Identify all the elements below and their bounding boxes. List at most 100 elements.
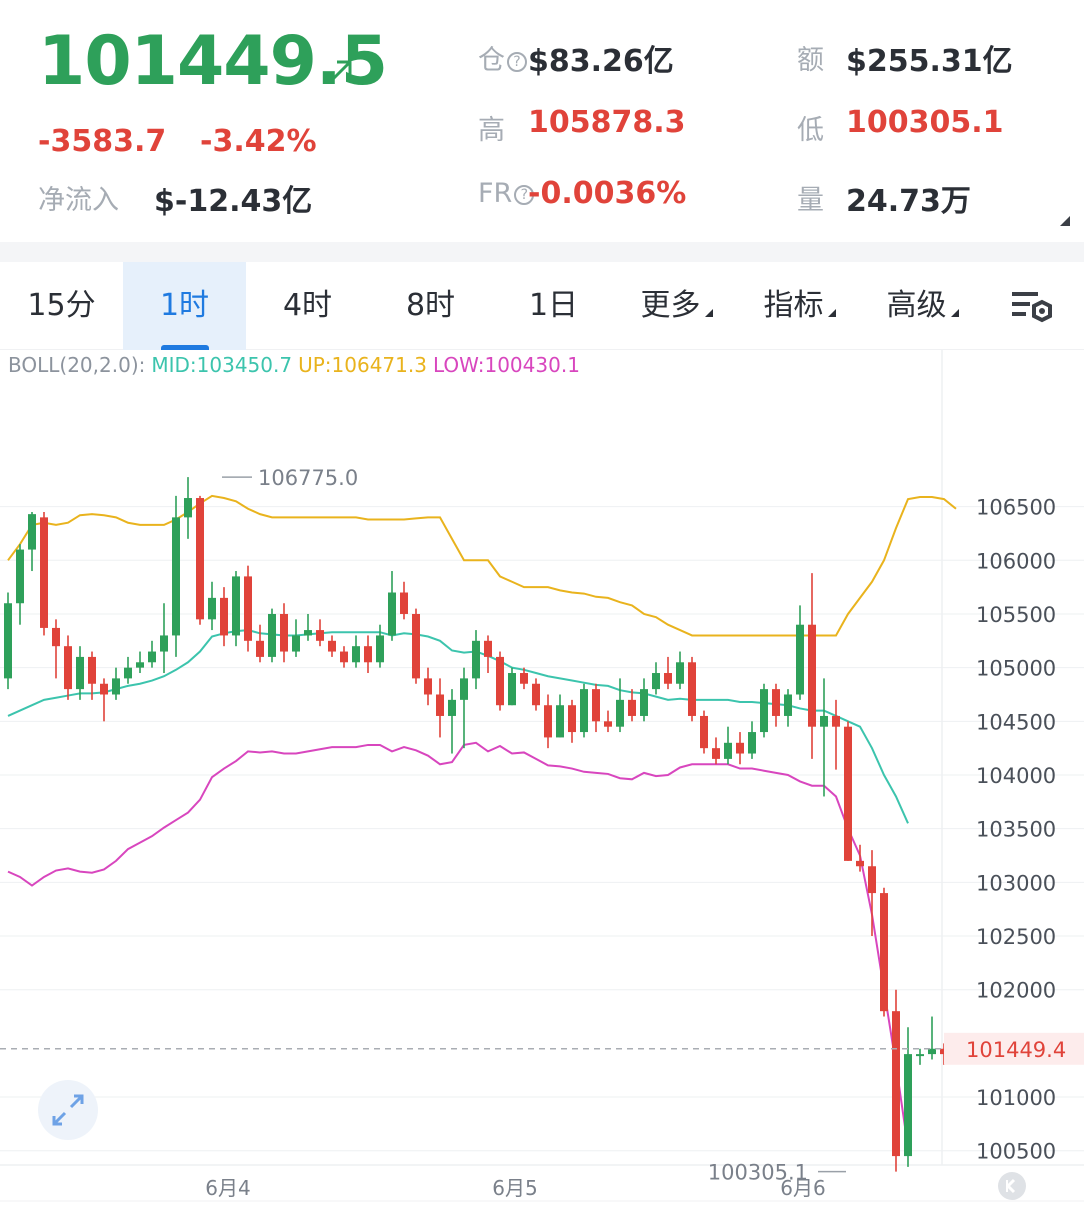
candle-body xyxy=(568,705,576,733)
candle-body xyxy=(292,635,300,652)
tab-label: 更多 xyxy=(640,288,701,323)
y-axis-tick-label: 100500 xyxy=(976,1140,1056,1164)
dropdown-caret-icon xyxy=(827,309,836,317)
kline-chart[interactable]: 106500 106000 105500 105000 104500 104000 1035… xyxy=(0,350,1084,1215)
candle-body xyxy=(880,893,888,1012)
candle-body xyxy=(184,498,192,518)
dropdown-caret-icon xyxy=(704,309,713,317)
tab-15m[interactable]: 15分 xyxy=(0,262,123,350)
candle-body xyxy=(4,603,12,679)
tab-label: 15分 xyxy=(27,288,96,323)
candle-body xyxy=(724,742,732,759)
volume-value: 24.73万 xyxy=(846,184,971,219)
candle-body xyxy=(280,613,288,652)
candle-body xyxy=(508,673,516,706)
funding-rate-label[interactable]: FR? xyxy=(478,178,535,209)
candle-body xyxy=(256,640,264,657)
fullscreen-button[interactable] xyxy=(38,1080,98,1140)
candle-body xyxy=(400,592,408,614)
candle-body xyxy=(676,662,684,684)
net-inflow-value: $-12.43亿 xyxy=(154,184,313,219)
y-axis-tick-label: 105500 xyxy=(976,603,1056,627)
question-icon[interactable]: ? xyxy=(514,185,535,205)
candle-body xyxy=(160,635,168,652)
ticker-header: 101449.5 -3583.7 -3.42% 净流入 $-12.43亿 仓? … xyxy=(0,0,1084,242)
candle-body xyxy=(388,592,396,636)
y-axis-tick-label: 106000 xyxy=(976,549,1056,573)
x-axis-tick-label: 6月5 xyxy=(492,1176,537,1200)
chart-settings-icon[interactable] xyxy=(1010,288,1056,328)
trend-up-arrow-icon xyxy=(330,60,352,82)
candle-body xyxy=(76,656,84,690)
boll-name: BOLL(20,2.0): xyxy=(8,353,146,377)
candle-body xyxy=(592,689,600,722)
y-axis-tick-label: 105000 xyxy=(976,657,1056,681)
tab-indicators[interactable]: 指标 xyxy=(738,262,861,350)
candle-body xyxy=(328,640,336,652)
candle-body xyxy=(376,635,384,663)
candle-body xyxy=(172,517,180,636)
candle-body xyxy=(460,678,468,700)
boll-lower-line xyxy=(7,741,909,1148)
candle-body xyxy=(520,673,528,684)
candle-body xyxy=(136,662,144,668)
y-axis-tick-label: 103500 xyxy=(976,818,1056,842)
candle-body xyxy=(832,715,840,727)
question-icon[interactable]: ? xyxy=(507,52,527,72)
candle-body xyxy=(352,646,360,663)
tab-label: 高级 xyxy=(886,288,947,323)
candle-body xyxy=(196,498,204,620)
candle-body xyxy=(916,1054,924,1057)
dropdown-caret-icon xyxy=(950,309,959,317)
tab-8h[interactable]: 8时 xyxy=(369,262,492,350)
current-price-label: 101449.4 xyxy=(966,1038,1066,1062)
candle-body xyxy=(484,640,492,657)
high-value: 105878.3 xyxy=(528,105,686,140)
active-tab-indicator xyxy=(160,345,209,350)
candle-body xyxy=(496,656,504,706)
candle-body xyxy=(148,651,156,663)
funding-rate-label-text: FR xyxy=(478,178,513,209)
candle-body xyxy=(616,699,624,727)
tab-1h[interactable]: 1时 xyxy=(123,262,246,350)
candle-body xyxy=(424,678,432,695)
rewind-icon xyxy=(1005,1178,1016,1194)
candle-body xyxy=(100,683,108,695)
candle-body xyxy=(928,1048,936,1055)
tab-4h[interactable]: 4时 xyxy=(246,262,369,350)
candle-body xyxy=(640,689,648,716)
scroll-to-latest-button[interactable] xyxy=(998,1172,1026,1200)
boll-legend: BOLL(20,2.0): MID:103450.7 UP:106471.3 LOW:… xyxy=(8,353,586,377)
candle-body xyxy=(88,656,96,684)
candle-body xyxy=(904,1054,912,1157)
candle-body xyxy=(28,514,36,550)
min-price-label: 100305.1 xyxy=(708,1161,808,1185)
candle-body xyxy=(112,678,120,695)
tab-label: 8时 xyxy=(405,288,456,323)
candle-body xyxy=(208,597,216,620)
open-interest-label[interactable]: 仓? xyxy=(478,38,527,77)
candle-body xyxy=(268,613,276,657)
tab-advanced[interactable]: 高级 xyxy=(861,262,984,350)
candle-body xyxy=(340,651,348,663)
tab-more[interactable]: 更多 xyxy=(615,262,738,350)
expand-header-corner-icon[interactable] xyxy=(1060,216,1070,226)
max-price-label: 106775.0 xyxy=(258,466,358,490)
candle-body xyxy=(772,689,780,716)
tab-label: 1时 xyxy=(159,288,210,323)
candle-body xyxy=(556,705,564,738)
candle-body xyxy=(856,860,864,867)
price-change: -3583.7 xyxy=(38,124,167,159)
interval-tabs: 15分 1时 4时 8时 1日 更多 指标 高级 xyxy=(0,262,1084,350)
tab-label: 指标 xyxy=(763,288,824,323)
candle-body xyxy=(64,646,72,690)
y-axis-tick-label: 102500 xyxy=(976,925,1056,949)
candle-body xyxy=(124,667,132,679)
tab-1d[interactable]: 1日 xyxy=(492,262,615,350)
candle-body xyxy=(232,576,240,636)
candle-body xyxy=(220,597,228,636)
boll-mid-line xyxy=(7,629,909,824)
x-axis-tick-label: 6月6 xyxy=(780,1176,825,1200)
candle-body xyxy=(544,705,552,738)
